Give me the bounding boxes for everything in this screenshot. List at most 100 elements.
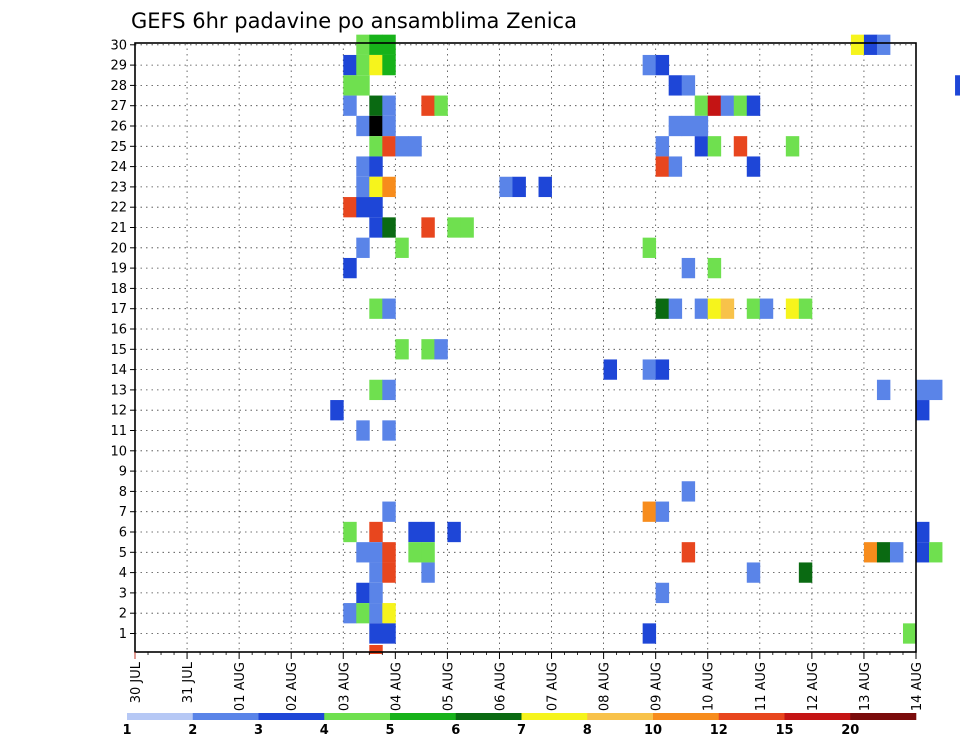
colorbar-label: 10 bbox=[644, 723, 662, 738]
precip-cell bbox=[408, 136, 422, 157]
colorbar-segment bbox=[324, 713, 391, 720]
precip-cell bbox=[929, 379, 943, 401]
colorbar-label: 20 bbox=[841, 723, 859, 738]
precip-cell bbox=[382, 298, 396, 319]
precip-cell bbox=[733, 136, 748, 157]
precip-cell bbox=[382, 176, 396, 198]
precip-cell bbox=[421, 339, 435, 360]
precip-cell bbox=[343, 197, 357, 218]
precip-cell bbox=[694, 115, 709, 137]
precip-cell bbox=[668, 298, 683, 319]
precip-cell bbox=[655, 501, 670, 522]
precip-cell bbox=[655, 54, 670, 76]
grid-lines bbox=[135, 43, 916, 652]
precip-cell bbox=[785, 136, 800, 157]
precip-cell bbox=[720, 298, 735, 319]
y-tick-label: 17 bbox=[110, 302, 127, 317]
precip-cell bbox=[343, 603, 357, 624]
precip-cell bbox=[655, 359, 670, 380]
precip-cell bbox=[889, 542, 904, 563]
x-tick-label: 02 AUG bbox=[285, 662, 300, 711]
x-tick-label: 03 AUG bbox=[337, 662, 352, 711]
colorbar-label: 1 bbox=[122, 723, 131, 738]
precip-cell bbox=[707, 257, 722, 279]
colorbar-label: 8 bbox=[583, 723, 592, 738]
x-tick-label: 10 AUG bbox=[702, 662, 717, 711]
precip-cell bbox=[382, 501, 396, 522]
colorbar: 1 2 3 4 5 6 7 8 10 12 15 20 bbox=[122, 713, 917, 738]
precip-cell bbox=[655, 298, 670, 319]
precip-cell bbox=[356, 75, 370, 96]
precip-cell bbox=[798, 298, 813, 319]
colorbar-segment bbox=[455, 713, 522, 720]
precip-cell bbox=[916, 379, 930, 401]
y-tick-label: 8 bbox=[119, 485, 127, 500]
precip-cell bbox=[330, 400, 344, 421]
colorbar-label: 6 bbox=[451, 723, 460, 738]
precip-cell bbox=[356, 156, 370, 177]
precip-cell bbox=[356, 542, 370, 563]
x-tick-label: 30 JUL bbox=[129, 661, 144, 703]
colorbar-segment bbox=[258, 713, 325, 720]
precip-cell bbox=[863, 34, 878, 55]
precip-cell bbox=[382, 562, 396, 583]
precip-cell bbox=[369, 95, 383, 116]
precip-cell bbox=[694, 298, 709, 319]
y-tick-label: 14 bbox=[110, 363, 127, 378]
precip-cell bbox=[421, 521, 435, 543]
y-tick-label: 3 bbox=[119, 586, 127, 601]
x-tick-label: 31 JUL bbox=[181, 661, 196, 703]
precip-cell bbox=[408, 521, 422, 543]
precip-cell bbox=[746, 156, 761, 177]
precip-cell bbox=[382, 379, 396, 401]
precip-cell bbox=[746, 298, 761, 319]
y-axis: 1234567891011121314151617181920212223242… bbox=[110, 38, 135, 642]
y-tick-label: 23 bbox=[110, 180, 127, 195]
precip-cell bbox=[343, 521, 357, 543]
x-tick-label: 08 AUG bbox=[598, 662, 613, 711]
x-tick-label: 06 AUG bbox=[493, 662, 508, 711]
precip-cell bbox=[382, 603, 396, 624]
precip-cell bbox=[863, 542, 878, 563]
x-tick-label: 12 AUG bbox=[806, 662, 821, 711]
colorbar-segment bbox=[784, 713, 851, 720]
precip-cell bbox=[382, 136, 396, 157]
x-tick-label: 01 AUG bbox=[233, 662, 248, 711]
precip-cell bbox=[395, 237, 409, 258]
precip-cell bbox=[916, 542, 930, 563]
precip-cell bbox=[694, 95, 709, 116]
colorbar-label: 15 bbox=[775, 723, 793, 738]
precip-cell bbox=[929, 542, 943, 563]
precip-cell bbox=[642, 501, 657, 522]
precip-cell bbox=[356, 603, 370, 624]
precip-cell bbox=[955, 75, 960, 96]
precip-cell bbox=[642, 359, 657, 380]
y-tick-label: 6 bbox=[119, 526, 127, 541]
y-tick-label: 1 bbox=[119, 627, 127, 642]
precip-cell bbox=[369, 197, 383, 218]
y-tick-label: 10 bbox=[110, 444, 127, 459]
precip-cell bbox=[655, 582, 670, 604]
y-tick-label: 13 bbox=[110, 383, 127, 398]
colorbar-label: 12 bbox=[710, 723, 728, 738]
precip-cell bbox=[369, 603, 383, 624]
y-tick-label: 7 bbox=[119, 505, 127, 520]
precip-cell bbox=[369, 582, 383, 604]
precip-cell bbox=[356, 115, 370, 137]
precip-cell bbox=[707, 95, 722, 116]
precip-cell bbox=[681, 542, 696, 563]
precip-cell bbox=[668, 156, 683, 177]
y-tick-label: 5 bbox=[119, 546, 127, 561]
y-tick-label: 26 bbox=[110, 120, 127, 135]
precip-cell bbox=[343, 54, 357, 76]
colorbar-segment bbox=[127, 713, 194, 720]
precip-cell bbox=[356, 176, 370, 198]
colorbar-label: 5 bbox=[385, 723, 394, 738]
colorbar-segment bbox=[521, 713, 588, 720]
y-tick-label: 27 bbox=[110, 99, 127, 114]
precip-cell bbox=[356, 197, 370, 218]
precip-cell bbox=[785, 298, 800, 319]
precip-cell bbox=[720, 95, 735, 116]
precip-cell bbox=[369, 156, 383, 177]
precip-cell bbox=[434, 339, 448, 360]
